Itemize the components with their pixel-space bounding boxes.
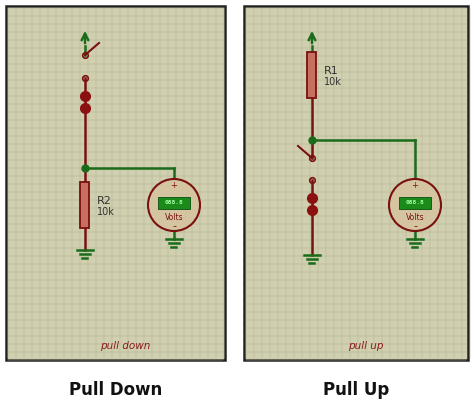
Bar bbox=[158, 197, 190, 209]
Text: Pull Down: Pull Down bbox=[69, 381, 162, 399]
Text: pull up: pull up bbox=[348, 341, 384, 351]
Text: 088.8: 088.8 bbox=[406, 200, 424, 205]
Text: +: + bbox=[411, 182, 419, 191]
Bar bbox=[81, 182, 90, 228]
Text: pull down: pull down bbox=[100, 341, 151, 351]
Text: 088.8: 088.8 bbox=[164, 200, 183, 205]
Circle shape bbox=[389, 179, 441, 231]
Bar bbox=[308, 52, 317, 98]
Text: R2: R2 bbox=[97, 196, 112, 206]
Text: R1: R1 bbox=[324, 66, 339, 76]
Circle shape bbox=[148, 179, 200, 231]
Text: +: + bbox=[171, 182, 177, 191]
Text: Pull Up: Pull Up bbox=[323, 381, 389, 399]
Bar bbox=[6, 6, 225, 360]
Text: Volts: Volts bbox=[406, 213, 424, 222]
Text: -: - bbox=[172, 221, 176, 231]
Bar bbox=[399, 197, 431, 209]
Bar bbox=[244, 6, 468, 360]
Text: Volts: Volts bbox=[164, 213, 183, 222]
Text: 10k: 10k bbox=[97, 207, 115, 217]
Text: 10k: 10k bbox=[324, 77, 342, 87]
Text: -: - bbox=[413, 221, 417, 231]
